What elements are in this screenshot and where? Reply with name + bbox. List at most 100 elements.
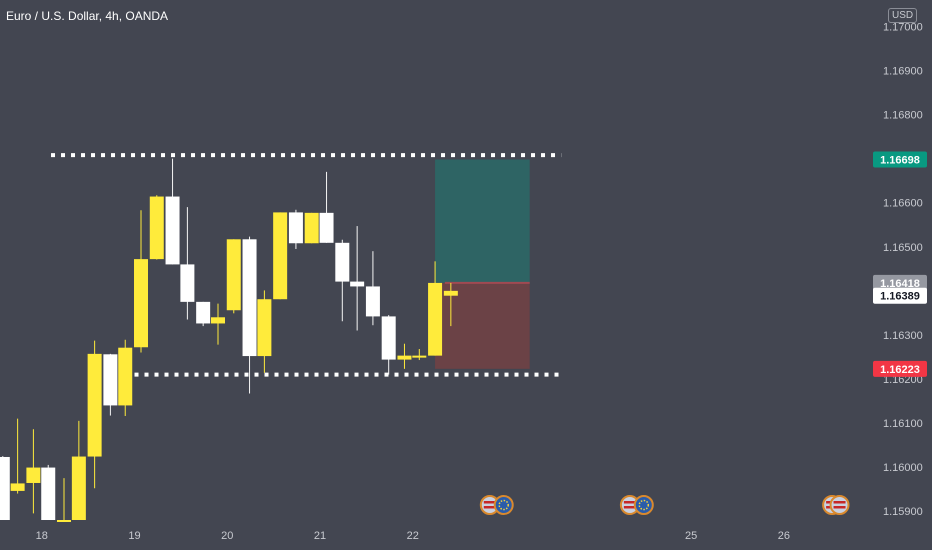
candle-body: [180, 264, 195, 302]
candle-body: [10, 483, 25, 491]
candle-bull: [257, 290, 272, 373]
target-zone[interactable]: [435, 159, 530, 283]
eu-flag-event-icon[interactable]: [493, 495, 514, 515]
candle-bear: [242, 236, 257, 394]
candle-bear: [41, 464, 56, 520]
flag-stripe: [483, 501, 496, 504]
y-tick-label: 1.17000: [883, 21, 923, 33]
candle-bull: [211, 303, 225, 345]
x-tick-label: 22: [407, 530, 419, 542]
candle-body: [242, 239, 257, 357]
candle-bull: [443, 282, 458, 327]
price-tag-last: [873, 287, 927, 304]
candle-bear: [335, 239, 350, 322]
candle-body: [87, 353, 102, 457]
x-tick-label: 20: [221, 530, 233, 542]
candle-body: [397, 355, 412, 360]
candle-body: [428, 282, 443, 356]
y-tick-label: 1.16800: [883, 110, 923, 122]
candle-body: [0, 456, 10, 520]
candle-body: [319, 212, 334, 243]
price-tag-tp: [873, 151, 927, 168]
candle-bull: [149, 195, 164, 260]
y-tick-label: 1.16600: [883, 198, 923, 210]
candle-body: [165, 196, 180, 265]
candle-bull: [10, 418, 25, 494]
eu-flag-event-icon[interactable]: [633, 495, 654, 515]
candle-bear: [196, 301, 211, 327]
candle-bull: [397, 343, 412, 369]
candle-bear: [0, 456, 10, 520]
candle-bull: [118, 339, 133, 416]
candle-bear: [381, 315, 396, 375]
candle-body: [118, 347, 133, 406]
x-tick-label: 18: [36, 530, 48, 542]
flag-stripe: [833, 506, 846, 509]
price-tag-label: 1.16698: [880, 155, 920, 167]
candle-body: [71, 456, 86, 520]
flag-stripe: [623, 506, 636, 509]
candle-body: [226, 239, 241, 311]
y-tick-label: 1.16100: [883, 418, 923, 430]
candle-body: [273, 212, 288, 300]
candle-body: [443, 290, 458, 296]
price-tag-label: 1.16418: [880, 278, 920, 290]
x-tick-label: 21: [314, 530, 326, 542]
eu-stars: [638, 499, 650, 511]
candle-body: [211, 317, 225, 324]
y-tick-label: 1.16000: [883, 462, 923, 474]
y-tick-label: 1.16500: [883, 242, 923, 254]
price-tag-sl: [873, 360, 927, 377]
candle-body: [365, 286, 380, 317]
currency-button[interactable]: USD: [888, 8, 918, 23]
candle-body: [196, 301, 211, 324]
candle-bull: [57, 478, 72, 522]
candle-bear: [180, 207, 195, 320]
price-tag-label: 1.16389: [880, 291, 920, 303]
stop-zone[interactable]: [435, 282, 530, 369]
y-tick-label: 1.16900: [883, 66, 923, 78]
candle-bear: [103, 353, 118, 416]
candle-body: [304, 212, 319, 244]
eu-stars: [498, 499, 509, 511]
y-tick-label: 1.16200: [883, 374, 923, 386]
candle-bear: [288, 209, 303, 249]
price-tag-label: 1.16223: [880, 364, 920, 376]
candle-bull: [71, 420, 86, 520]
candle-body: [149, 196, 164, 260]
flag-stripe: [623, 501, 636, 504]
candle-bull: [87, 340, 102, 489]
x-tick-label: 19: [128, 530, 140, 542]
price-tag-mark: [873, 274, 927, 291]
candle-body: [26, 467, 41, 483]
candle-body: [57, 520, 72, 522]
candle-body: [41, 467, 56, 520]
candle-bull: [134, 210, 149, 353]
candle-bull: [273, 212, 288, 300]
candle-bull: [412, 349, 427, 361]
y-tick-label: 1.15900: [883, 506, 923, 518]
x-tick-label: 25: [685, 530, 697, 542]
candle-body: [257, 299, 272, 357]
candle-bear: [365, 251, 380, 326]
candle-body: [288, 212, 303, 244]
candle-body: [350, 281, 365, 287]
candle-body: [134, 259, 149, 348]
candle-body: [412, 355, 427, 358]
candle-body: [381, 316, 396, 360]
candle-body: [103, 354, 118, 406]
x-tick-label: 26: [778, 530, 790, 542]
candle-bull: [226, 239, 241, 314]
candle-body: [335, 242, 350, 282]
candle-bull: [304, 212, 319, 244]
flag-stripe: [483, 506, 496, 509]
candle-bear: [165, 158, 180, 265]
candle-bull: [26, 429, 41, 514]
candle-bull: [428, 261, 443, 356]
candle-bear: [350, 226, 365, 331]
symbol-title: Euro / U.S. Dollar, 4h, OANDA: [6, 9, 169, 23]
us-flag-event-icon[interactable]: [829, 495, 850, 515]
flag-stripe: [833, 501, 846, 504]
y-tick-label: 1.16300: [883, 330, 923, 342]
